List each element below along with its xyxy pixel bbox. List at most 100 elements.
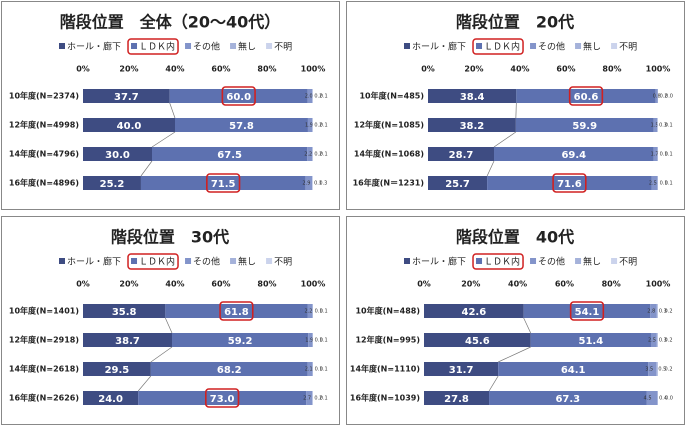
data-label-small: 3.5 [645,367,653,373]
x-tick-label: 100% [301,280,326,289]
data-label: 67.3 [555,394,580,405]
legend-label: 無し [583,256,601,268]
x-tick-label: 60% [211,280,230,289]
data-label: 42.6 [461,307,486,318]
category-label: 14年度(N=4796) [9,149,79,159]
legend-label: 不明 [619,257,637,268]
legend-label: ＬＤＫ内 [139,256,175,268]
legend-label: ホール・廊下 [67,256,121,268]
legend-swatch [131,43,137,49]
category-label: 12年度(N=995) [355,335,420,345]
category-label: 16年度(N=1039) [350,393,420,403]
legend-label: ＬＤＫ内 [139,41,175,53]
data-label-small: 0.1 [665,181,673,187]
legend-label: 不明 [274,257,292,268]
x-tick-label: 20% [119,65,138,74]
data-label-small: 2.7 [303,396,311,402]
data-label-small: 0.2 [665,338,673,344]
legend-swatch [185,258,191,264]
legend-swatch [476,43,482,49]
data-label: 24.0 [98,394,123,405]
x-tick-label: 0% [76,65,90,74]
legend-swatch [185,43,191,49]
category-label: 16年度(N＝1231) [353,178,424,188]
x-tick-label: 80% [602,280,621,289]
bar-segment [657,333,658,347]
data-label: 25.7 [445,179,470,190]
data-label: 71.6 [557,179,582,190]
data-label-small: 0.2 [665,309,673,315]
category-label: 14年度(N=1068) [354,149,424,159]
x-tick-label: 40% [165,280,184,289]
legend-label: 不明 [619,42,637,53]
data-label: 31.7 [449,365,474,376]
x-tick-label: 60% [555,280,574,289]
data-label-small: 2.0 [305,94,313,100]
legend-label: 無し [583,41,601,53]
legend-swatch [404,258,410,264]
data-label: 40.0 [117,121,142,132]
legend-swatch [611,43,617,49]
x-tick-label: 100% [301,65,326,74]
x-tick-label: 100% [646,65,671,74]
data-label: 37.7 [114,92,139,103]
x-tick-label: 20% [464,65,483,74]
legend-swatch [530,258,536,264]
data-label-small: 0.1 [665,123,673,129]
data-label-small: 0.1 [320,367,328,373]
legend-label: ホール・廊下 [67,41,121,53]
data-label: 68.2 [217,365,242,376]
bar-segment [657,118,658,132]
legend-swatch [530,43,536,49]
data-label: 69.4 [561,150,586,161]
chart-title: 階段位置 30代 [111,228,229,247]
data-label-small: 2.9 [302,181,310,187]
chart-title: 階段位置 全体（20～40代） [60,13,281,32]
legend-label: その他 [538,256,565,268]
data-label-small: 2.2 [304,152,312,158]
category-label: 16年度(N=2626) [9,393,79,403]
category-label: 12年度(N=4998) [9,120,79,130]
data-label: 60.6 [574,92,599,103]
x-tick-label: 40% [508,280,527,289]
data-label-small: 0.1 [320,309,328,315]
x-tick-label: 80% [257,65,276,74]
data-label-small: 2.1 [305,367,313,373]
data-label: 54.1 [575,307,600,318]
x-tick-label: 80% [257,280,276,289]
category-label: 16年度(N=4896) [9,178,79,188]
bar-segment [657,391,658,405]
x-tick-label: 60% [556,65,575,74]
data-label-small: 1.9 [305,338,313,344]
x-tick-label: 0% [76,280,90,289]
x-tick-label: 60% [211,65,230,74]
data-label-small: 0.0 [665,396,673,402]
data-label: 67.5 [217,150,242,161]
data-label-small: 0.3 [319,181,327,187]
legend-swatch [131,258,137,264]
data-label-small: 0.1 [320,94,328,100]
data-label-small: 0.2 [665,367,673,373]
data-label: 38.2 [460,121,485,132]
legend-swatch [59,258,65,264]
legend-label: ＬＤＫ内 [484,41,520,53]
data-label-small: 0.1 [665,152,673,158]
legend-label: その他 [193,256,220,268]
data-label-small: 2.5 [649,181,657,187]
legend-label: ホール・廊下 [412,256,466,268]
data-label: 59.9 [572,121,597,132]
x-tick-label: 20% [119,280,138,289]
data-label: 38.4 [460,92,485,103]
legend-swatch [404,43,410,49]
data-label: 51.4 [578,336,603,347]
category-label: 10年度(N=1401) [9,306,79,316]
category-label: 14年度(N=2618) [9,364,79,374]
x-tick-label: 80% [602,65,621,74]
chart-title: 階段位置 20代 [456,13,574,32]
data-label: 45.6 [465,336,490,347]
data-label-small: 4.5 [644,396,652,402]
